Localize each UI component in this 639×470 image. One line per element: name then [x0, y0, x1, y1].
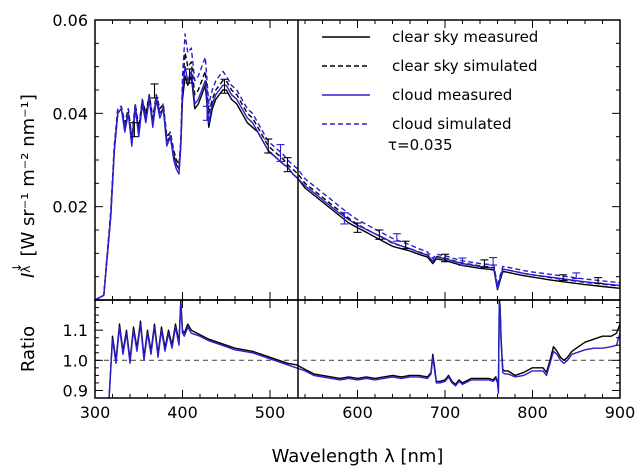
series-clear-simulated-line [95, 52, 620, 300]
x-tick-label: 900 [605, 403, 636, 422]
x-tick-label: 500 [255, 403, 286, 422]
bottom-y-axis-label: Ratio [18, 326, 39, 372]
bottom-plot-frame [94, 299, 621, 399]
y-tick-label: 1.1 [63, 321, 88, 340]
bottom-panel: 300 400 500 600 700 800 900 0.9 1.0 1.1 [63, 299, 636, 422]
ylabel-units: [W sr⁻¹ m⁻² nm⁻¹] [18, 94, 39, 256]
top-panel: 0.02 0.04 0.06 [52, 11, 621, 301]
bottom-axis-ticks: 300 400 500 600 700 800 900 0.9 1.0 1.1 [63, 299, 636, 422]
top-axis-ticks: 0.02 0.04 0.06 [52, 11, 621, 300]
ratio-ratio-cloud-line [108, 302, 620, 398]
ylabel-superscript: ↓ [10, 263, 24, 273]
legend-entry-label: clear sky simulated [392, 57, 537, 75]
legend: clear sky measured clear sky simulated clo… [322, 28, 538, 154]
y-tick-label: 0.9 [63, 381, 88, 400]
y-tick-label: 0.06 [52, 11, 88, 30]
x-tick-label: 600 [342, 403, 373, 422]
x-tick-label: 300 [80, 403, 111, 422]
series-clear-measured-line [95, 75, 620, 300]
ylabel-subscript: λ [19, 266, 33, 273]
legend-entry-label: clear sky measured [392, 28, 538, 46]
y-tick-label: 0.02 [52, 198, 88, 217]
series-cloud-simulated-line [95, 33, 620, 300]
x-axis-label: Wavelength λ [nm] [272, 446, 444, 467]
x-tick-label: 400 [167, 403, 198, 422]
legend-entry-label: cloud simulated [392, 115, 511, 133]
x-tick-label: 700 [430, 403, 461, 422]
x-tick-label: 800 [517, 403, 548, 422]
error-bars-layer [130, 68, 603, 284]
bottom-series-layer [108, 300, 620, 398]
ylabel-symbol: I [18, 273, 39, 278]
legend-entry-label: cloud measured [392, 86, 512, 104]
series-cloud-measured-line [95, 66, 620, 300]
y-tick-label: 1.0 [63, 351, 88, 370]
legend-annotation: τ=0.035 [388, 136, 453, 154]
top-series-layer [95, 33, 620, 300]
top-y-axis-label: Iλ↓ [W sr⁻¹ m⁻² nm⁻¹] [10, 94, 39, 278]
y-tick-label: 0.04 [52, 104, 88, 123]
